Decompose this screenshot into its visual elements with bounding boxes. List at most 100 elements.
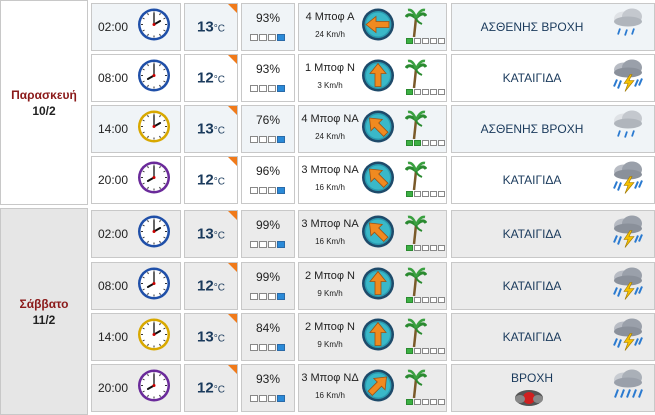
wind-speed-text: 9 Km/h — [317, 340, 343, 349]
humidity-bar-segment — [250, 85, 258, 92]
wind-strength-bars — [406, 140, 445, 146]
palm-tree-icon — [404, 318, 428, 353]
humidity-text: 96% — [255, 164, 281, 178]
wind-strength-bars — [406, 89, 445, 95]
humidity-bars — [250, 395, 285, 402]
condition-cell: ΚΑΤΑΙΓΙΔΑ — [451, 262, 655, 310]
wind-speed-text: 16 Km/h — [315, 391, 345, 400]
corner-marker-icon — [228, 314, 237, 323]
temperature-unit: °C — [213, 23, 225, 35]
humidity-text: 93% — [255, 62, 281, 76]
condition-cell: ΚΑΤΑΙΓΙΔΑ — [451, 210, 655, 258]
time-text: 08:00 — [98, 279, 129, 293]
wind-cell: 4 Μποφ Α 24 Km/h — [298, 3, 447, 51]
clock-icon — [137, 318, 171, 357]
temperature-unit: °C — [213, 125, 225, 137]
wind-cell: 2 Μποφ Ν 9 Km/h — [298, 313, 447, 361]
humidity-bar-segment — [268, 85, 276, 92]
temperature-number: 13 — [197, 328, 214, 346]
wind-bar-segment — [430, 38, 437, 44]
condition-cell: ΑΣΘΕΝΗΣ ΒΡΟΧΗ — [451, 105, 655, 153]
humidity-bars — [250, 34, 285, 41]
temperature-value: 13°C — [185, 226, 237, 243]
time-cell: 14:00 — [91, 313, 181, 361]
condition-cell: ΚΑΤΑΙΓΙΔΑ — [451, 156, 655, 204]
humidity-bar-segment — [259, 85, 267, 92]
time-cell: 20:00 — [91, 156, 181, 204]
wind-bar-segment — [422, 348, 429, 354]
condition-text: ΚΑΤΑΙΓΙΔΑ — [502, 173, 562, 187]
condition-text: ΚΑΤΑΙΓΙΔΑ — [502, 279, 562, 293]
wind-strength-bars — [406, 245, 445, 251]
wind-direction-arrow-icon — [361, 110, 395, 149]
clock-icon — [137, 267, 171, 306]
temperature-cell: 12°C — [184, 54, 238, 102]
temperature-value: 12°C — [185, 172, 237, 189]
wind-bar-segment — [430, 140, 437, 146]
thunderstorm-icon — [610, 161, 646, 200]
wind-bar-segment — [414, 399, 421, 405]
wind-cell: 1 Μποφ Ν 3 Km/h — [298, 54, 447, 102]
humidity-text: 93% — [255, 11, 281, 25]
wind-direction-arrow-icon — [361, 161, 395, 200]
palm-tree-icon — [404, 59, 428, 94]
wind-bar-segment — [422, 140, 429, 146]
wind-beaufort-text: 4 Μποφ ΝΑ — [301, 113, 359, 125]
wind-strength-bars — [406, 38, 445, 44]
palm-tree-icon — [404, 110, 428, 145]
wind-beaufort-text: 3 Μποφ ΝΑ — [301, 164, 359, 176]
condition-cell: ΚΑΤΑΙΓΙΔΑ — [451, 313, 655, 361]
clock-icon — [137, 59, 171, 98]
clock-icon — [137, 161, 171, 200]
humidity-bar-segment — [259, 293, 267, 300]
humidity-bar-segment — [259, 187, 267, 194]
rain-badge-icon — [514, 389, 544, 411]
day-name: Παρασκευή — [11, 87, 77, 102]
temperature-number: 12 — [197, 69, 214, 87]
wind-bar-segment — [438, 245, 445, 251]
temperature-number: 13 — [197, 18, 214, 36]
condition-text: ΑΣΘΕΝΗΣ ΒΡΟΧΗ — [480, 122, 584, 136]
wind-bar-segment — [422, 38, 429, 44]
humidity-text: 76% — [255, 113, 281, 127]
wind-speed-text: 24 Km/h — [315, 132, 345, 141]
day-date: 10/2 — [32, 103, 56, 118]
humidity-bar-segment — [259, 344, 267, 351]
temperature-number: 12 — [197, 171, 214, 189]
temperature-cell: 12°C — [184, 364, 238, 412]
temperature-number: 13 — [197, 120, 214, 138]
wind-strength-bars — [406, 399, 445, 405]
temperature-unit: °C — [213, 333, 225, 345]
humidity-bar-segment — [277, 34, 285, 41]
wind-bar-segment — [414, 89, 421, 95]
humidity-bar-segment — [277, 187, 285, 194]
corner-marker-icon — [228, 55, 237, 64]
time-text: 08:00 — [98, 71, 129, 85]
clock-icon — [137, 215, 171, 254]
condition-text: ΚΑΤΑΙΓΙΔΑ — [502, 227, 562, 241]
time-cell: 20:00 — [91, 364, 181, 412]
humidity-cell: 96% — [241, 156, 295, 204]
wind-bar-segment — [406, 245, 413, 251]
humidity-bar-segment — [259, 395, 267, 402]
wind-cell: 2 Μποφ Ν 9 Km/h — [298, 262, 447, 310]
temperature-unit: °C — [213, 230, 225, 242]
humidity-bar-segment — [268, 344, 276, 351]
corner-marker-icon — [228, 4, 237, 13]
humidity-bar-segment — [268, 34, 276, 41]
humidity-bars — [250, 293, 285, 300]
temperature-cell: 12°C — [184, 262, 238, 310]
wind-bar-segment — [438, 297, 445, 303]
wind-direction-arrow-icon — [361, 59, 395, 98]
temperature-value: 13°C — [185, 329, 237, 346]
palm-tree-icon — [404, 8, 428, 43]
humidity-bar-segment — [277, 395, 285, 402]
wind-speed-text: 3 Km/h — [317, 81, 343, 90]
humidity-bars — [250, 344, 285, 351]
wind-bar-segment — [438, 140, 445, 146]
clock-icon — [137, 369, 171, 408]
corner-marker-icon — [228, 365, 237, 374]
wind-direction-arrow-icon — [361, 267, 395, 306]
wind-bar-segment — [414, 297, 421, 303]
wind-strength-bars — [406, 297, 445, 303]
